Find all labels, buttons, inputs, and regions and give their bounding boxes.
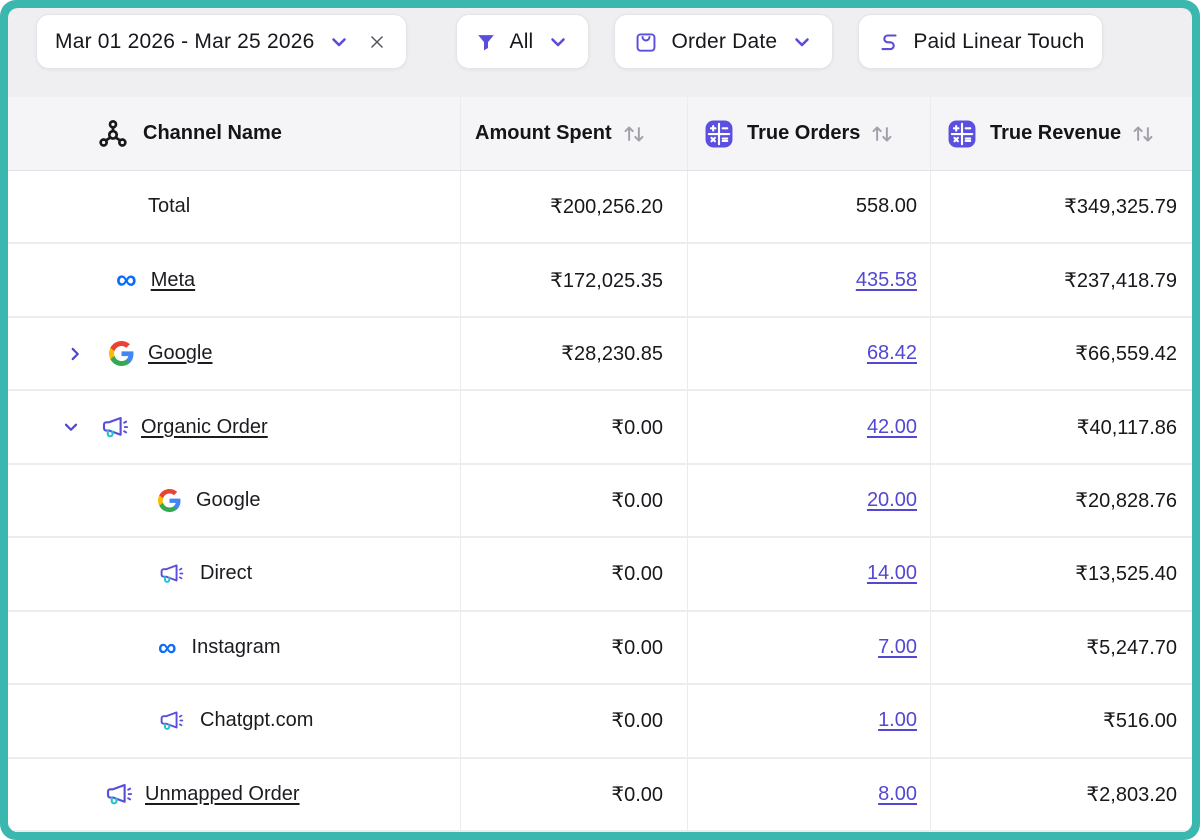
date-range-filter[interactable]: Mar 01 2026 - Mar 25 2026 — [36, 14, 408, 69]
amount-spent-value: ₹0.00 — [611, 489, 663, 512]
table-row-google: Google ₹28,230.85 68.42 ₹66,559.42 — [8, 317, 1192, 392]
true-orders-value: 558.00 — [855, 195, 917, 218]
column-header-label: True Orders — [747, 122, 861, 144]
sort-icon[interactable] — [869, 121, 895, 147]
amount-spent-value: ₹172,025.35 — [550, 269, 663, 292]
amount-spent-value: ₹28,230.85 — [561, 343, 663, 366]
calculator-icon — [702, 117, 736, 151]
chevron-down-icon[interactable] — [790, 30, 814, 54]
meta-logo-icon: ∞ — [116, 263, 137, 296]
table-row-direct: Direct ₹0.00 14.00 ₹13,525.40 — [8, 538, 1192, 612]
chevron-right-icon[interactable] — [64, 343, 86, 365]
table-header-row: Channel Name Amount Spent True Orders — [8, 97, 1192, 171]
true-revenue-value: ₹516.00 — [1103, 710, 1177, 733]
table-row-google-child: Google ₹0.00 20.00 ₹20,828.76 — [8, 464, 1192, 539]
table-row-instagram: ∞ Instagram ₹0.00 7.00 ₹5,247.70 — [8, 611, 1192, 686]
channel-name-label: Instagram — [191, 635, 281, 658]
true-revenue-value: ₹40,117.86 — [1076, 416, 1177, 439]
attribution-model-label: Paid Linear Touch — [913, 29, 1085, 53]
true-revenue-value: ₹237,418.79 — [1064, 269, 1177, 292]
table-row-chatgpt: Chatgpt.com ₹0.00 1.00 ₹516.00 — [8, 685, 1192, 759]
channel-name-label: Direct — [200, 562, 253, 585]
chevron-down-icon[interactable] — [60, 416, 82, 438]
amount-spent-value: ₹0.00 — [611, 563, 663, 586]
sort-icon[interactable] — [621, 121, 647, 147]
channel-name-label: Total — [148, 195, 191, 218]
true-orders-link[interactable]: 68.42 — [866, 342, 917, 365]
true-orders-link[interactable]: 8.00 — [878, 782, 917, 805]
column-header-amount-spent[interactable]: Amount Spent — [460, 97, 687, 170]
analytics-panel: Mar 01 2026 - Mar 25 2026 All Order Date — [8, 8, 1192, 832]
segment-label: All — [509, 29, 534, 53]
segment-filter[interactable]: All — [456, 14, 590, 69]
channel-name-link[interactable]: Google — [148, 342, 213, 365]
true-revenue-value: ₹349,325.79 — [1064, 196, 1177, 219]
route-icon — [877, 30, 901, 54]
channel-metrics-table: Channel Name Amount Spent True Orders — [8, 97, 1192, 832]
true-orders-link[interactable]: 42.00 — [866, 415, 917, 438]
sort-icon[interactable] — [1130, 121, 1156, 147]
true-revenue-value: ₹20,828.76 — [1075, 489, 1177, 512]
column-header-true-revenue[interactable]: True Revenue — [930, 97, 1192, 170]
table-row-unmapped-order: Unmapped Order ₹0.00 8.00 ₹2,803.20 — [8, 758, 1192, 832]
google-logo-icon — [158, 488, 181, 512]
megaphone-icon — [104, 779, 134, 809]
table-row-total: Total ₹200,256.20 558.00 ₹349,325.79 — [8, 171, 1192, 245]
true-revenue-value: ₹5,247.70 — [1086, 636, 1177, 659]
channel-name-link[interactable]: Organic Order — [141, 415, 268, 438]
date-type-filter[interactable]: Order Date — [614, 14, 834, 69]
true-orders-link[interactable]: 1.00 — [878, 709, 917, 732]
date-range-label: Mar 01 2026 - Mar 25 2026 — [55, 29, 315, 53]
shopping-bag-icon — [633, 29, 659, 55]
network-nodes-icon — [96, 117, 130, 151]
google-logo-icon — [109, 341, 134, 367]
table-row-meta: ∞ Meta ₹172,025.35 435.58 ₹237,418.79 — [8, 244, 1192, 318]
column-header-true-orders[interactable]: True Orders — [687, 97, 930, 170]
megaphone-icon — [158, 560, 185, 587]
amount-spent-value: ₹0.00 — [611, 710, 663, 733]
column-header-label: Channel Name — [143, 122, 282, 144]
meta-logo-icon: ∞ — [158, 632, 177, 663]
true-revenue-value: ₹66,559.42 — [1075, 343, 1177, 366]
amount-spent-value: ₹0.00 — [611, 783, 663, 806]
channel-name-link[interactable]: Meta — [150, 268, 196, 291]
amount-spent-value: ₹0.00 — [611, 416, 663, 439]
amount-spent-value: ₹0.00 — [611, 636, 663, 659]
column-header-label: Amount Spent — [475, 122, 612, 144]
true-revenue-value: ₹13,525.40 — [1075, 563, 1177, 586]
close-icon[interactable] — [366, 31, 388, 53]
filter-bar: Mar 01 2026 - Mar 25 2026 All Order Date — [8, 8, 1192, 97]
channel-name-label: Google — [196, 488, 261, 511]
chevron-down-icon[interactable] — [327, 30, 351, 54]
date-type-label: Order Date — [671, 29, 778, 53]
funnel-icon — [475, 31, 497, 53]
calculator-icon — [945, 117, 979, 151]
megaphone-icon — [158, 707, 185, 734]
true-orders-link[interactable]: 7.00 — [878, 635, 917, 658]
true-revenue-value: ₹2,803.20 — [1086, 783, 1177, 806]
channel-name-link[interactable]: Unmapped Order — [145, 782, 300, 805]
chevron-down-icon[interactable] — [546, 30, 570, 54]
true-orders-link[interactable]: 14.00 — [866, 562, 917, 585]
attribution-model-filter[interactable]: Paid Linear Touch — [858, 14, 1104, 69]
table-row-organic-order: Organic Order ₹0.00 42.00 ₹40,117.86 — [8, 391, 1192, 465]
true-orders-link[interactable]: 435.58 — [855, 268, 917, 291]
true-orders-link[interactable]: 20.00 — [866, 488, 917, 511]
amount-spent-value: ₹200,256.20 — [550, 196, 663, 219]
channel-name-label: Chatgpt.com — [200, 709, 314, 732]
column-header-label: True Revenue — [990, 122, 1122, 144]
column-header-channel-name[interactable]: Channel Name — [8, 97, 460, 170]
megaphone-icon — [100, 412, 130, 442]
